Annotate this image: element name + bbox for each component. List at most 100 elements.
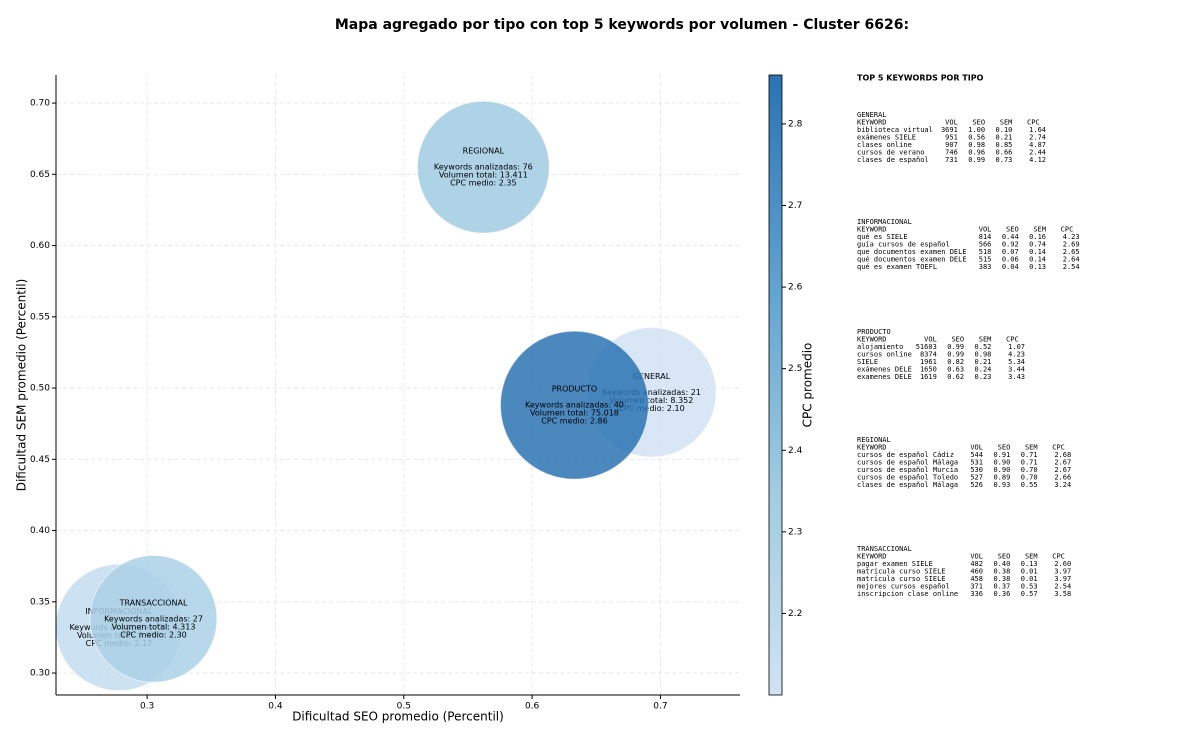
table-cell: 0.37 xyxy=(993,583,1010,591)
table-cell: 0.90 xyxy=(993,466,1010,474)
x-tick-label: 0.6 xyxy=(525,702,540,712)
x-tick-label: 0.5 xyxy=(397,702,411,712)
table-cell: 0.40 xyxy=(993,560,1010,568)
colorbar-tick-label: 2.3 xyxy=(788,527,802,537)
column-header: SEM xyxy=(1000,119,1013,127)
table-cell: 4.87 xyxy=(1029,141,1046,149)
bubble-annotation: Volumen total: 8.352 xyxy=(610,396,694,405)
table-cell: 0.99 xyxy=(947,343,964,351)
table-cell: 2.69 xyxy=(1063,241,1080,249)
table-cell: 0.93 xyxy=(993,481,1010,489)
axes: 0.3 0.4 0.5 0.6 0.7 0.30 0.35 0.40 0.45 0.50 0.55 0… xyxy=(30,74,803,712)
table-cell: 2.60 xyxy=(1054,560,1071,568)
colorbar-tick-label: 2.7 xyxy=(788,201,802,211)
table-cell: exámenes DELE xyxy=(857,366,912,374)
table-cell: 3.97 xyxy=(1054,575,1071,583)
table-cell: 0.52 xyxy=(975,343,992,351)
bubble-annotation: CPC medio: 2.86 xyxy=(541,417,608,426)
column-header: VOL xyxy=(970,444,983,452)
table-cell: 458 xyxy=(970,575,983,583)
table-cell: 0.55 xyxy=(1021,481,1038,489)
bubble-name: REGIONAL xyxy=(463,147,505,156)
column-header: KEYWORD xyxy=(857,336,887,344)
table-cell: 0.92 xyxy=(1002,241,1019,249)
table-cell: 1619 xyxy=(920,373,937,381)
table-cell: 0.07 xyxy=(1002,248,1019,256)
column-header: VOL xyxy=(979,226,992,234)
y-tick-label: 0.60 xyxy=(30,241,50,251)
table-cell: 1961 xyxy=(920,358,937,366)
bubble-annotation: CPC medio: 2.35 xyxy=(450,179,517,188)
table-cell: 0.82 xyxy=(947,358,964,366)
table-cell: 336 xyxy=(970,590,983,598)
table-cell: 0.36 xyxy=(993,590,1010,598)
table-cell: 3.58 xyxy=(1054,590,1071,598)
bubble-name: GENERAL xyxy=(633,372,671,381)
group-name: GENERAL xyxy=(857,111,887,119)
table-cell: matricula curso SIELE xyxy=(857,568,946,576)
table-cell: 0.98 xyxy=(968,141,985,149)
panel-title: TOP 5 KEYWORDS POR TIPO xyxy=(857,74,984,83)
table-cell: 0.14 xyxy=(1029,256,1046,264)
x-tick-label: 0.4 xyxy=(268,702,283,712)
bubble-annotation: CPC medio: 2.10 xyxy=(618,404,685,413)
column-header: CPC xyxy=(1052,553,1065,561)
table-cell: 0.89 xyxy=(993,474,1010,482)
table-cell: cursos de español Málaga xyxy=(857,459,958,467)
colorbar-tick-label: 2.2 xyxy=(788,609,802,619)
y-tick-label: 0.50 xyxy=(30,384,50,394)
table-cell: 2.66 xyxy=(1054,474,1071,482)
bubble-annotation: Keywords analizadas: 76 xyxy=(434,163,533,172)
table-cell: 0.57 xyxy=(1021,590,1038,598)
table-cell: 0.14 xyxy=(1029,248,1046,256)
table-cell: 0.70 xyxy=(1021,466,1038,474)
bubble xyxy=(416,100,550,234)
table-cell: 544 xyxy=(970,451,983,459)
table-cell: 0.91 xyxy=(993,451,1010,459)
column-header: SEO xyxy=(998,444,1011,452)
table-cell: pagar examen SIELE xyxy=(857,560,933,568)
table-cell: 0.21 xyxy=(996,134,1013,142)
table-cell: clases de español xyxy=(857,156,929,164)
table-cell: clases de español Málaga xyxy=(857,481,958,489)
column-header: CPC xyxy=(1061,226,1074,234)
table-cell: SIELE xyxy=(857,358,878,366)
table-cell: 2.65 xyxy=(1063,248,1080,256)
table-cell: 0.53 xyxy=(1021,583,1038,591)
table-cell: 51603 xyxy=(916,343,937,351)
table-cell: 0.66 xyxy=(996,149,1013,157)
x-axis-label: Dificultad SEO promedio (Percentil) xyxy=(292,710,504,724)
table-cell: 0.38 xyxy=(993,575,1010,583)
table-cell: 527 xyxy=(970,474,983,482)
column-header: KEYWORD xyxy=(857,119,887,127)
table-cell: 4.12 xyxy=(1029,156,1046,164)
table-cell: 1.07 xyxy=(1008,343,1025,351)
table-cell: cursos de español Toledo xyxy=(857,474,958,482)
table-cell: 8374 xyxy=(920,351,937,359)
table-cell: 0.01 xyxy=(1021,575,1038,583)
table-cell: 566 xyxy=(979,241,992,249)
y-tick-label: 0.40 xyxy=(30,526,50,536)
table-cell: 482 xyxy=(970,560,983,568)
table-cell: 526 xyxy=(970,481,983,489)
table-cell: 0.73 xyxy=(996,156,1013,164)
table-cell: 5.34 xyxy=(1008,358,1025,366)
table-cell: 0.13 xyxy=(1021,560,1038,568)
table-cell: 0.74 xyxy=(1029,241,1046,249)
colorbar xyxy=(768,74,783,696)
y-tick-label: 0.70 xyxy=(30,99,50,109)
colorbar-tick-label: 2.8 xyxy=(788,119,803,129)
table-cell: 0.13 xyxy=(1029,263,1046,271)
y-tick-label: 0.45 xyxy=(30,455,50,465)
table-cell: 518 xyxy=(979,248,992,256)
table-cell: 1.64 xyxy=(1029,126,1046,134)
table-cell: 2.67 xyxy=(1054,459,1071,467)
bubble-annotation: CPC medio: 2.30 xyxy=(120,630,187,639)
table-cell: clases online xyxy=(857,141,912,149)
table-cell: qué es SIELE xyxy=(857,233,908,241)
bubble xyxy=(89,555,218,683)
table-cell: 0.90 xyxy=(993,459,1010,467)
